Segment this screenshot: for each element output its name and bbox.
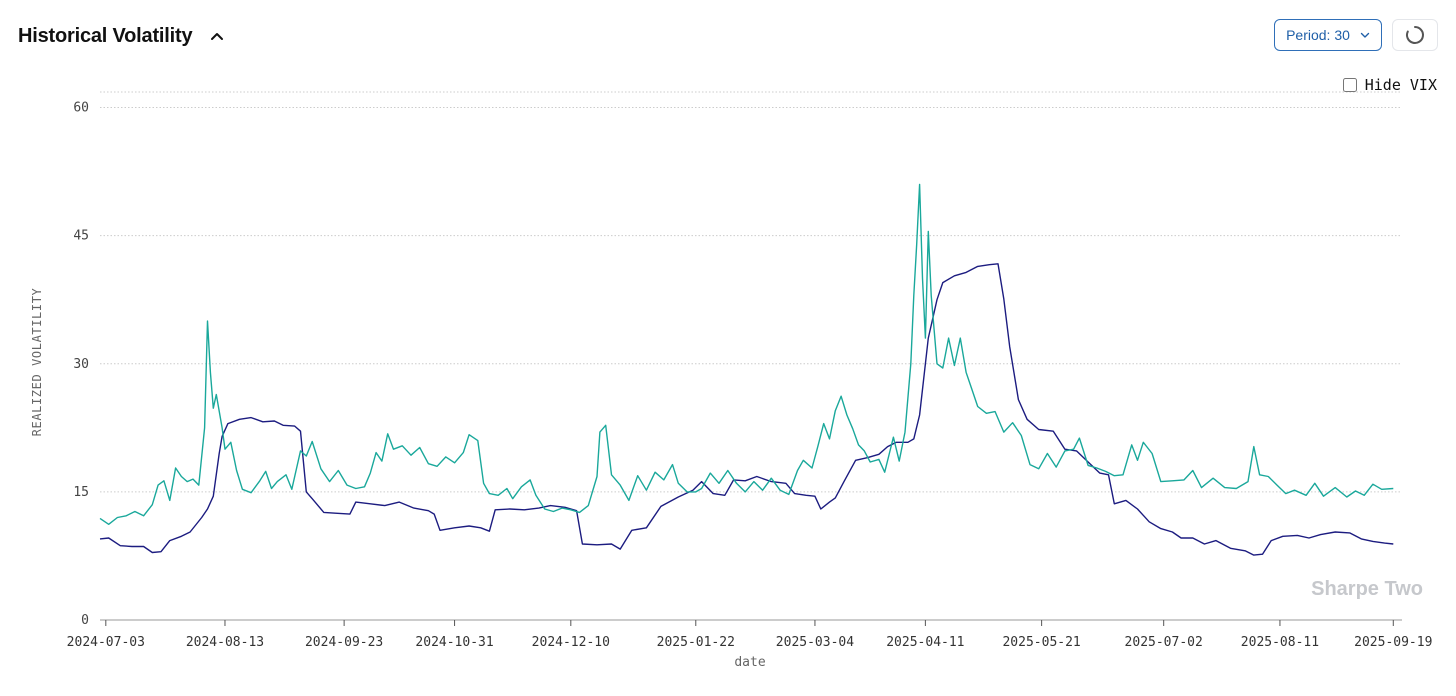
y-tick-label: 30 <box>73 357 89 372</box>
hide-vix-checkbox[interactable] <box>1342 78 1357 92</box>
x-tick-label: 2024-07-03 <box>67 635 145 650</box>
spinner-icon <box>1406 26 1424 44</box>
hide-vix-toggle[interactable]: Hide VIX <box>1342 76 1437 94</box>
y-tick-label: 45 <box>73 229 89 244</box>
x-tick-label: 2025-08-11 <box>1241 635 1319 650</box>
x-tick-label: 2025-09-19 <box>1354 635 1432 650</box>
chevron-up-icon <box>211 33 224 40</box>
y-tick-label: 15 <box>73 485 89 500</box>
collapse-button[interactable] <box>206 25 228 47</box>
panel-header: Historical Volatility <box>18 18 228 54</box>
x-tick-label: 2024-09-23 <box>305 635 383 650</box>
x-axis-ticks: 2024-07-03 2024-08-13 2024-09-23 2024-10-31… <box>67 619 1432 650</box>
x-tick-label: 2025-03-04 <box>776 635 854 650</box>
y-tick-label: 60 <box>73 101 89 116</box>
vix-line <box>99 183 1394 525</box>
grid-lines <box>100 91 1402 621</box>
panel-title: Historical Volatility <box>18 24 193 47</box>
x-tick-label: 2024-10-31 <box>415 635 493 650</box>
realized-line <box>99 263 1394 556</box>
series-lines <box>99 183 1394 556</box>
x-tick-label: 2025-07-02 <box>1125 635 1203 650</box>
y-tick-label: 0 <box>81 613 89 628</box>
chevron-down-icon <box>1360 32 1370 38</box>
x-tick-label: 2025-01-22 <box>657 635 735 650</box>
header-controls: Period: 30 <box>1274 19 1438 51</box>
refresh-button[interactable] <box>1392 19 1438 51</box>
x-tick-label: 2024-08-13 <box>186 635 264 650</box>
x-tick-label: 2025-05-21 <box>1002 635 1080 650</box>
x-tick-label: 2024-12-10 <box>532 635 610 650</box>
period-select[interactable]: Period: 30 <box>1274 19 1382 51</box>
period-select-label: Period: 30 <box>1286 27 1350 43</box>
watermark: Sharpe Two <box>1311 578 1423 600</box>
x-tick-label: 2025-04-11 <box>886 635 964 650</box>
y-axis-label: REALIZED VOLATILITY <box>30 287 44 436</box>
x-axis-label: date <box>734 655 765 670</box>
y-axis-ticks: 0 15 30 45 60 <box>73 101 89 628</box>
hide-vix-label: Hide VIX <box>1364 76 1437 94</box>
